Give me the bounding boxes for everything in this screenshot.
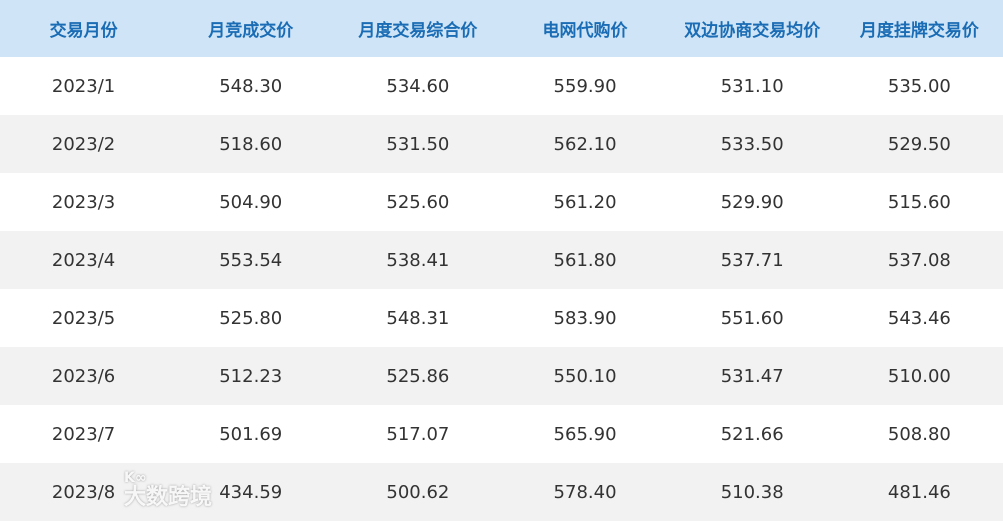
watermark-text: 大数跨境	[124, 485, 213, 510]
table-cell: 543.46	[887, 307, 951, 329]
column-header: 月竞成交价	[167, 0, 335, 57]
table-row: 2023/4 553.54 538.41 561.80 537.71 537.08	[0, 231, 1003, 289]
table-row: 2023/5 525.80 548.31 583.90 551.60 543.46	[0, 289, 1003, 347]
watermark: K∞ 大数跨境	[124, 470, 216, 510]
column-header: 电网代购价	[501, 0, 669, 57]
table-cell: 533.50	[668, 115, 836, 173]
table-cell: 508.80	[887, 423, 951, 445]
table-row: 2023/1 548.30 534.60 559.90 531.10 535.00	[0, 57, 1003, 115]
table-cell: 538.41	[334, 231, 502, 289]
table-cell: 565.90	[553, 423, 617, 445]
column-header: 双边协商交易均价	[668, 0, 836, 57]
table-cell: 529.50	[835, 115, 1003, 173]
table-cell: 529.90	[720, 191, 784, 213]
table-cell: 548.30	[219, 75, 283, 97]
table-cell: 559.90	[553, 75, 617, 97]
table-cell: 501.69	[219, 423, 283, 445]
table-cell: 534.60	[386, 75, 450, 97]
table-cell: 481.46	[835, 463, 1003, 521]
table-cell: 2023/1	[51, 75, 116, 97]
table-cell: 518.60	[167, 115, 335, 173]
table-cell: 2023/3	[51, 191, 116, 213]
table-cell: 551.60	[720, 307, 784, 329]
table-cell: 500.62	[334, 463, 502, 521]
table-cell: 512.23	[167, 347, 335, 405]
table-cell: 561.20	[553, 191, 617, 213]
table-cell: 2023/6	[0, 347, 168, 405]
table-cell: 578.40	[501, 463, 669, 521]
table-cell: 525.80	[219, 307, 283, 329]
table-cell: 583.90	[553, 307, 617, 329]
column-header: 交易月份	[0, 0, 168, 57]
table-cell: 2023/2	[0, 115, 168, 173]
table-cell: 537.71	[668, 231, 836, 289]
table-cell: 521.66	[720, 423, 784, 445]
table-cell: 517.07	[386, 423, 450, 445]
table-cell: 525.86	[334, 347, 502, 405]
table-row: 2023/2 518.60 531.50 562.10 533.50 529.50	[0, 115, 1003, 173]
column-header: 月度交易综合价	[334, 0, 502, 57]
table-row: 2023/3 504.90 525.60 561.20 529.90 515.60	[0, 173, 1003, 231]
table-header-row: 交易月份 月竞成交价 月度交易综合价 电网代购价 双边协商交易均价 月度挂牌交易价	[0, 0, 1003, 57]
watermark-logo: K∞	[124, 470, 147, 486]
table-cell: 2023/7	[51, 423, 116, 445]
table-row: 2023/7 501.69 517.07 565.90 521.66 508.80	[0, 405, 1003, 463]
table-cell: 434.59	[167, 463, 335, 521]
table-cell: 525.60	[386, 191, 450, 213]
table-cell: 562.10	[501, 115, 669, 173]
table-cell: 2023/8	[0, 463, 168, 521]
table-cell: 535.00	[887, 75, 951, 97]
table-row: 2023/6 512.23 525.86 550.10 531.47 510.00	[0, 347, 1003, 405]
table-row: 2023/8 434.59 500.62 578.40 510.38 481.46	[0, 463, 1003, 521]
table-cell: 515.60	[887, 191, 951, 213]
table-cell: 548.31	[386, 307, 450, 329]
table-cell: 504.90	[219, 191, 283, 213]
table-cell: 531.50	[334, 115, 502, 173]
table-cell: 510.38	[668, 463, 836, 521]
table-cell: 510.00	[835, 347, 1003, 405]
table-cell: 550.10	[501, 347, 669, 405]
table-cell: 553.54	[167, 231, 335, 289]
table-cell: 531.10	[720, 75, 784, 97]
table-cell: 537.08	[835, 231, 1003, 289]
column-header: 月度挂牌交易价	[835, 0, 1003, 57]
table-cell: 2023/4	[0, 231, 168, 289]
table-cell: 2023/5	[51, 307, 116, 329]
table-cell: 531.47	[668, 347, 836, 405]
table-cell: 561.80	[501, 231, 669, 289]
